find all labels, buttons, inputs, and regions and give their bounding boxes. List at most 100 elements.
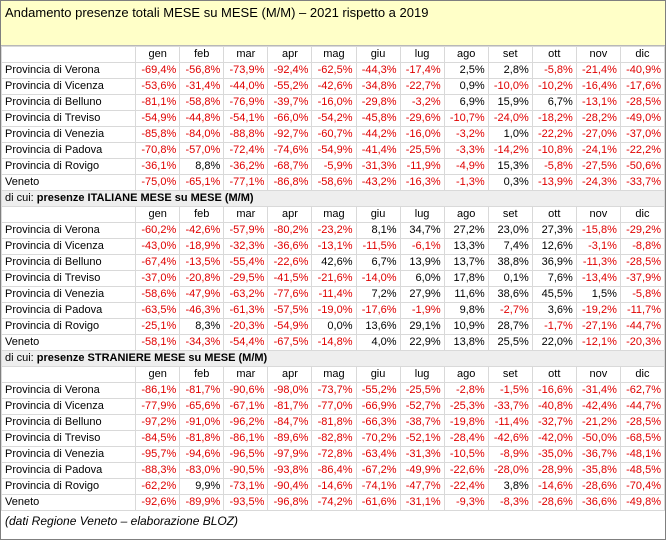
- value-cell: -57,0%: [179, 142, 225, 159]
- table-row: Veneto -75,0% -65,1% -77,1% -86,8% -58,6% -43,…: [0, 174, 666, 191]
- value-cell: -17,4%: [399, 62, 445, 79]
- value-cell: -77,9%: [135, 398, 181, 415]
- value-cell: -92,4%: [267, 62, 313, 79]
- row-label: Provincia di Rovigo: [0, 318, 137, 335]
- month-header: ago: [443, 46, 489, 63]
- value-cell: -18,9%: [179, 238, 225, 255]
- value-cell: -1,9%: [399, 302, 445, 319]
- value-cell: -34,3%: [179, 334, 225, 351]
- table-row: Provincia di Treviso -84,5% -81,8% -86,1% -8…: [0, 430, 666, 447]
- value-cell: -1,7%: [531, 318, 577, 335]
- value-cell: -86,1%: [135, 382, 181, 399]
- value-cell: -37,0%: [135, 270, 181, 287]
- value-cell: 29,1%: [399, 318, 445, 335]
- value-cell: -21,2%: [575, 414, 621, 431]
- value-cell: -3,2%: [399, 94, 445, 111]
- value-cell: -81,8%: [179, 430, 225, 447]
- value-cell: 0,9%: [443, 78, 489, 95]
- value-cell: 0,3%: [487, 174, 533, 191]
- value-cell: -63,5%: [135, 302, 181, 319]
- table-row: Provincia di Venezia -85,8% -84,0% -88,8% -9…: [0, 126, 666, 143]
- month-header: ott: [531, 46, 577, 63]
- value-cell: -10,7%: [443, 110, 489, 127]
- value-cell: -3,2%: [443, 126, 489, 143]
- value-cell: -43,0%: [135, 238, 181, 255]
- value-cell: -22,2%: [531, 126, 577, 143]
- month-header: mag: [311, 206, 357, 223]
- value-cell: -47,7%: [399, 478, 445, 495]
- month-header: mar: [223, 206, 269, 223]
- row-label: Provincia di Vicenza: [0, 238, 137, 255]
- value-cell: -31,1%: [399, 494, 445, 511]
- value-cell: -16,0%: [399, 126, 445, 143]
- table-row: Provincia di Venezia -58,6% -47,9% -63,2% -7…: [0, 286, 666, 303]
- value-cell: -40,9%: [619, 62, 666, 79]
- value-cell: -76,9%: [223, 94, 269, 111]
- table-row: Provincia di Verona -86,1% -81,7% -90,6% -98…: [0, 382, 666, 399]
- value-cell: -74,1%: [355, 478, 401, 495]
- value-cell: -44,8%: [179, 110, 225, 127]
- row-label: Provincia di Venezia: [0, 126, 137, 143]
- value-cell: -92,7%: [267, 126, 313, 143]
- value-cell: -55,4%: [223, 254, 269, 271]
- value-cell: 8,8%: [179, 158, 225, 175]
- table-row: Provincia di Vicenza -43,0% -18,9% -32,3% -3…: [0, 238, 666, 255]
- value-cell: -9,3%: [443, 494, 489, 511]
- value-cell: -47,9%: [179, 286, 225, 303]
- value-cell: -27,5%: [575, 158, 621, 175]
- value-cell: -28,5%: [619, 254, 666, 271]
- value-cell: -5,8%: [619, 286, 666, 303]
- title-band: Andamento presenze totali MESE su MESE (…: [1, 1, 665, 46]
- value-cell: -14,6%: [311, 478, 357, 495]
- value-cell: -16,6%: [531, 382, 577, 399]
- value-cell: -62,7%: [619, 382, 666, 399]
- value-cell: -73,1%: [223, 478, 269, 495]
- value-cell: 9,8%: [443, 302, 489, 319]
- value-cell: -35,0%: [531, 446, 577, 463]
- value-cell: 23,0%: [487, 222, 533, 239]
- value-cell: -82,8%: [311, 430, 357, 447]
- value-cell: 12,6%: [531, 238, 577, 255]
- value-cell: -88,8%: [223, 126, 269, 143]
- value-cell: -86,1%: [223, 430, 269, 447]
- value-cell: -28,9%: [531, 462, 577, 479]
- value-cell: -31,3%: [355, 158, 401, 175]
- value-cell: -43,2%: [355, 174, 401, 191]
- value-cell: -77,6%: [267, 286, 313, 303]
- value-cell: -62,5%: [311, 62, 357, 79]
- value-cell: -28,6%: [575, 478, 621, 495]
- table-row: Provincia di Padova -63,5% -46,3% -61,3% -57…: [0, 302, 666, 319]
- row-label: Provincia di Vicenza: [0, 78, 137, 95]
- value-cell: -14,6%: [531, 478, 577, 495]
- value-cell: 8,3%: [179, 318, 225, 335]
- value-cell: -57,9%: [223, 222, 269, 239]
- table-row: Provincia di Vicenza -53,6% -31,4% -44,0% -5…: [0, 78, 666, 95]
- value-cell: -49,9%: [399, 462, 445, 479]
- value-cell: -23,2%: [311, 222, 357, 239]
- value-cell: -89,6%: [267, 430, 313, 447]
- value-cell: -5,9%: [311, 158, 357, 175]
- value-cell: -63,2%: [223, 286, 269, 303]
- value-cell: -32,7%: [531, 414, 577, 431]
- value-cell: 3,8%: [487, 478, 533, 495]
- value-cell: -72,4%: [223, 142, 269, 159]
- value-cell: -52,7%: [399, 398, 445, 415]
- row-label: Provincia di Treviso: [0, 430, 137, 447]
- value-cell: -28,0%: [487, 462, 533, 479]
- header-corner: [0, 46, 137, 63]
- value-cell: -65,6%: [179, 398, 225, 415]
- section-heading-row: di cui: presenze ITALIANE MESE su MESE (…: [1, 190, 665, 207]
- page-title: Andamento presenze totali MESE su MESE (…: [5, 5, 429, 20]
- value-cell: -20,3%: [223, 318, 269, 335]
- value-cell: -32,3%: [223, 238, 269, 255]
- value-cell: -58,1%: [135, 334, 181, 351]
- value-cell: -24,0%: [487, 110, 533, 127]
- value-cell: -90,5%: [223, 462, 269, 479]
- value-cell: -13,1%: [311, 238, 357, 255]
- value-cell: -24,1%: [575, 142, 621, 159]
- value-cell: -22,4%: [443, 478, 489, 495]
- value-cell: 38,8%: [487, 254, 533, 271]
- value-cell: -27,1%: [575, 318, 621, 335]
- value-cell: -5,8%: [531, 62, 577, 79]
- row-label: Provincia di Verona: [0, 62, 137, 79]
